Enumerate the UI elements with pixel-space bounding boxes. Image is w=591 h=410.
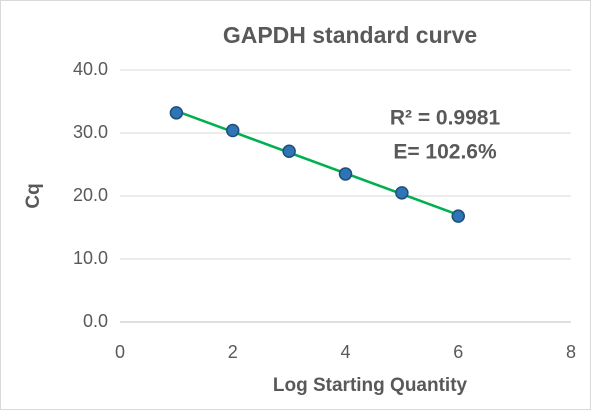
trendline: [175, 109, 459, 216]
x-tick-label: 8: [566, 342, 576, 362]
data-point: [169, 106, 184, 120]
annotation: E= 102.6%: [393, 141, 497, 164]
data-point: [338, 167, 353, 181]
y-tick-label: 10.0: [73, 248, 108, 268]
y-tick-label: 20.0: [73, 185, 108, 205]
data-point: [451, 209, 465, 223]
data-point: [282, 144, 296, 159]
data-point: [395, 186, 409, 200]
chart-title: GAPDH standard curve: [223, 22, 477, 48]
data-point: [226, 123, 240, 138]
y-tick-label: 0.0: [83, 311, 108, 331]
x-tick-label: 2: [228, 342, 238, 362]
y-tick-label: 40.0: [73, 59, 108, 79]
y-axis-title: Cq: [23, 183, 44, 208]
x-tick-label: 0: [115, 342, 125, 362]
x-axis-title: Log Starting Quantity: [273, 375, 468, 396]
y-tick-label: 30.0: [73, 122, 108, 142]
x-tick-label: 4: [340, 342, 350, 362]
annotation: R² = 0.9981: [390, 107, 501, 130]
x-tick-label: 6: [453, 342, 463, 362]
